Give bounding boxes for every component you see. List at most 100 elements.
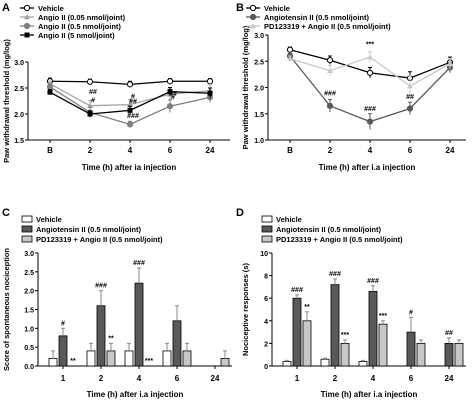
y-tick-label: 2.0 [24,289,34,296]
y-tick-label: 3.0 [24,251,34,258]
y-tick-label: 2.5 [14,86,24,93]
significance-mark: ## [406,94,414,101]
bar [134,282,144,367]
legend-swatch [261,215,273,223]
significance-mark: ### [95,283,107,290]
x-tick-label: 1 [295,374,300,383]
significance-mark: ## [445,330,453,337]
legend-marker [24,32,30,38]
bar [330,284,340,367]
bar [416,342,426,367]
y-tick-label: 1.5 [24,308,34,315]
legend-swatch [21,235,33,243]
legend-label: Vehicle [276,215,302,224]
data-point [287,55,293,61]
data-point [366,118,374,125]
x-tick-label: 2 [88,146,93,155]
y-tick-label: 3.0 [14,60,24,67]
data-point [407,82,413,89]
significance-mark: # [61,320,65,327]
data-point [127,107,133,113]
x-tick-label: 2 [328,146,333,155]
bar [172,320,182,367]
y-tick-label: 1.0 [254,138,264,145]
x-tick-label: 24 [446,146,455,155]
significance-mark: # [131,93,135,100]
significance-mark: *** [379,313,387,320]
legend-label: Angiotensin II (0.5 nmol/joint) [276,225,381,234]
legend-label: PD123319 + Angio II (0.5 nmol/joint) [36,235,163,244]
data-point [286,46,294,53]
legend-label: Angio II (5 nmol/joint) [38,31,115,40]
data-point [166,78,174,85]
bar [340,342,350,367]
legend-swatch [261,235,273,243]
legend-label: Vehicle [38,4,64,13]
legend-marker [249,4,257,12]
y-axis-label: Paw withdrawal threshold (mg/log) [241,25,250,149]
x-axis-label: Time (h) after i.a injection [87,390,184,399]
significance-mark: ### [329,271,341,278]
x-tick-label: 6 [408,146,413,155]
x-axis-label: Time (h) after i.a injection [319,163,416,172]
significance-mark: # [91,98,95,105]
y-tick-label: 2.0 [254,86,264,93]
legend-label: Angio II (0.05 nmol/joint) [38,13,126,22]
data-point [207,90,213,96]
x-tick-label: B [287,146,293,155]
data-point [127,101,133,107]
bar [368,291,378,367]
y-tick-label: 0 [264,364,268,371]
legend-label: Vehicle [36,215,62,224]
bar [282,361,292,367]
significance-mark: ** [108,335,114,342]
data-point [327,67,333,73]
bar [124,350,134,367]
significance-mark: ## [169,91,177,98]
x-tick-label: 24 [211,374,220,383]
x-tick-label: 4 [371,374,376,383]
data-point [206,78,214,85]
y-axis-label: Paw withdrawal threshold (mg/log) [2,39,11,163]
data-point [87,111,93,117]
bar [378,323,388,367]
y-tick-label: 0.0 [24,364,34,371]
data-point [367,54,373,60]
panel-letter: C [2,207,10,219]
data-point [326,102,334,109]
y-axis-label: Nociceptive responses (s) [241,263,250,356]
x-axis-label: Time (h) after ia injection [82,163,177,172]
significance-mark: *** [366,42,374,49]
y-tick-label: 2.5 [24,270,34,277]
bar [106,350,116,367]
significance-mark: ** [70,358,76,365]
legend-label: Angio II (0.5 nmol/joint) [38,22,121,31]
bar [220,358,230,367]
y-tick-label: 4 [264,319,268,326]
data-point [166,103,174,110]
bar [292,297,302,367]
panel-letter: D [236,207,244,219]
legend-marker [23,22,31,30]
y-tick-label: 2.0 [14,112,24,119]
legend-marker [249,13,257,21]
data-point [126,81,134,88]
data-point [86,78,94,85]
data-point [46,83,54,91]
significance-mark: *** [341,332,349,339]
bar [86,350,96,367]
bar [96,305,106,367]
data-point [167,89,173,95]
bar [454,342,464,367]
y-tick-label: 0.5 [24,345,34,352]
legend-swatch [21,225,33,233]
x-tick-label: 24 [445,374,454,383]
legend-marker [250,23,256,29]
significance-mark: ### [367,278,379,285]
legend-label: Angiotensin II (0.5 nmol/joint) [264,13,369,22]
x-tick-label: 4 [368,146,373,155]
x-tick-label: 24 [206,146,215,155]
legend-marker [23,4,31,12]
bar [48,358,58,367]
bar [358,361,368,367]
